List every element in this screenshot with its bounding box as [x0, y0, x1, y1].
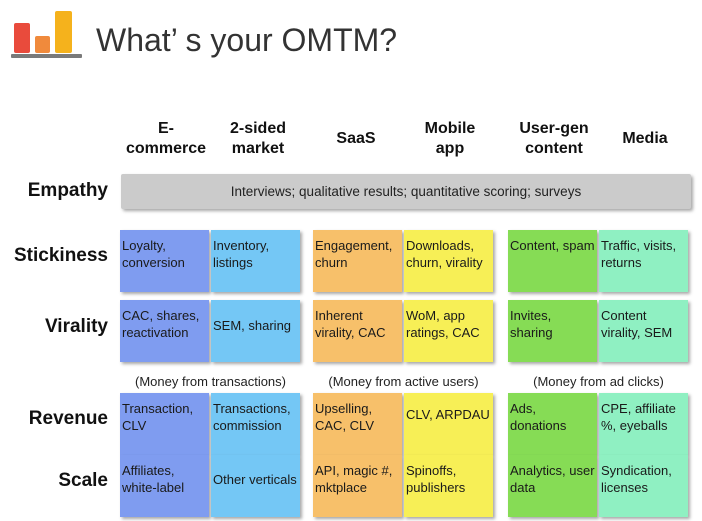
card-revenue-saas: Upselling, CAC, CLV [313, 393, 402, 455]
column-header-label: Media [622, 130, 668, 147]
card-virality-mobile-app: WoM, app ratings, CAC [404, 300, 493, 362]
card-stickiness-2-sided-market: Inventory, listings [211, 230, 300, 292]
card-stickiness-saas: Engagement, churn [313, 230, 402, 292]
card-scale-saas: API, magic #, mktplace [313, 455, 402, 517]
card-scale-2-sided-market: Other verticals [211, 455, 300, 517]
empathy-bar: Interviews; qualitative results; quantit… [121, 174, 691, 209]
column-header-label: 2-sided market [229, 120, 286, 157]
money-note-active-users: (Money from active users) [328, 374, 479, 389]
money-note-ad-clicks: (Money from ad clicks) [533, 374, 664, 389]
card-revenue-mobile-app: CLV, ARPDAU [404, 393, 493, 455]
row-label-stickiness: Stickiness [14, 245, 108, 266]
column-header-2-sided-market: 2-sided market [212, 118, 304, 160]
logo-baseline [11, 54, 82, 58]
column-header-label: SaaS [336, 130, 376, 147]
card-revenue-media: CPE, affiliate %, eyeballs [599, 393, 688, 455]
card-revenue-ecommerce: Transaction, CLV [120, 393, 209, 455]
row-label-scale: Scale [58, 470, 108, 491]
row-label-empathy: Empathy [27, 180, 108, 201]
card-virality-ecommerce: CAC, shares, reactivation [120, 300, 209, 362]
logo-bar-red [14, 23, 30, 53]
card-stickiness-mobile-app: Downloads, churn, virality [404, 230, 493, 292]
row-label-virality: Virality [44, 316, 108, 337]
bar-chart-logo-icon [11, 11, 82, 58]
row-label-revenue: Revenue [28, 408, 108, 429]
logo-bar-orange [35, 36, 50, 53]
card-stickiness-ecommerce: Loyalty, conversion [120, 230, 209, 292]
card-scale-mobile-app: Spinoffs, publishers [404, 455, 493, 517]
column-header-label: E- commerce [125, 120, 207, 157]
card-virality-saas: Inherent virality, CAC [313, 300, 402, 362]
column-header-label: Mobile app [424, 120, 476, 157]
card-scale-ecommerce: Affiliates, white-label [120, 455, 209, 517]
card-scale-user-gen-content: Analytics, user data [508, 455, 597, 517]
card-virality-2-sided-market: SEM, sharing [211, 300, 300, 362]
logo-bar-yellow [55, 11, 72, 53]
page-title: What’ s your OMTM? [96, 22, 398, 58]
card-revenue-2-sided-market: Transactions, commission [211, 393, 300, 455]
column-header-user-gen-content: User-gen content [508, 118, 600, 160]
column-header-media: Media [599, 118, 691, 160]
column-header-label: User-gen content [519, 120, 589, 157]
card-virality-user-gen-content: Invites, sharing [508, 300, 597, 362]
card-scale-media: Syndication, licenses [599, 455, 688, 517]
card-virality-media: Content virality, SEM [599, 300, 688, 362]
money-note-transactions: (Money from transactions) [135, 374, 286, 389]
column-header-ecommerce: E- commerce [120, 118, 212, 160]
column-header-saas: SaaS [310, 118, 402, 160]
card-stickiness-user-gen-content: Content, spam [508, 230, 597, 292]
column-header-mobile-app: Mobile app [404, 118, 496, 160]
card-stickiness-media: Traffic, visits, returns [599, 230, 688, 292]
card-revenue-user-gen-content: Ads, donations [508, 393, 597, 455]
